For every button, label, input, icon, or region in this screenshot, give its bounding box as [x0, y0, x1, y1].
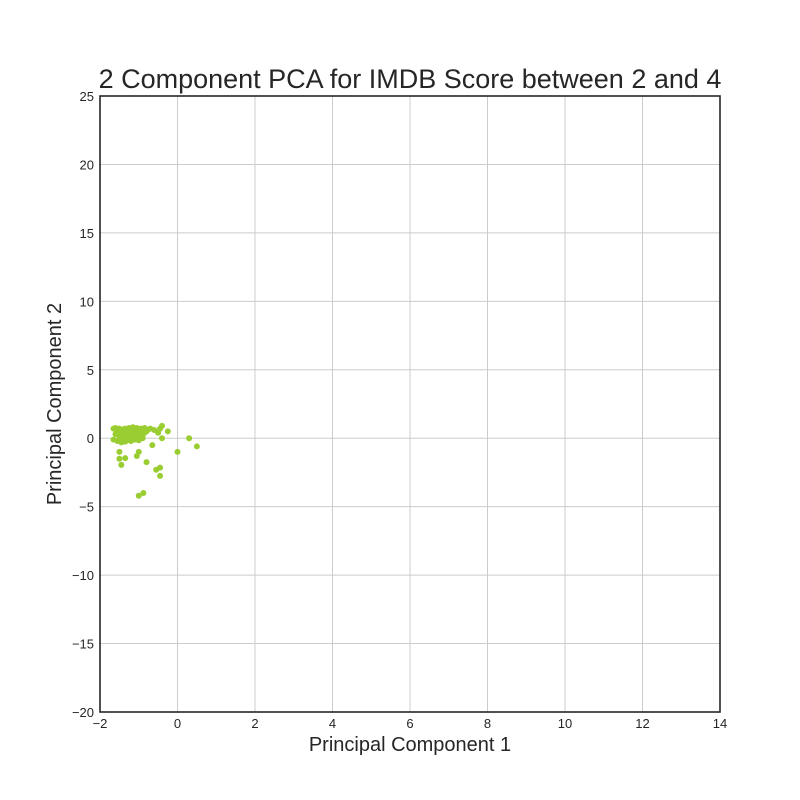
x-tick-label: 0: [174, 716, 181, 731]
data-point: [135, 448, 142, 455]
chart-title: 2 Component PCA for IMDB Score between 2…: [99, 64, 722, 94]
data-point: [135, 492, 142, 499]
data-point: [149, 442, 156, 449]
y-tick-label: −20: [72, 705, 94, 720]
x-tick-label: 4: [329, 716, 336, 731]
data-points: [110, 422, 200, 499]
data-point: [139, 435, 146, 442]
x-tick-label: −2: [93, 716, 108, 731]
grid: [99, 95, 721, 713]
data-point: [116, 448, 123, 455]
data-point: [159, 422, 165, 429]
plot-frame: [99, 95, 721, 713]
data-point: [193, 443, 200, 450]
x-tick-label: 6: [406, 716, 413, 731]
data-point: [141, 429, 148, 436]
data-point: [159, 435, 165, 442]
data-point: [118, 461, 125, 468]
y-tick-label: 20: [80, 157, 94, 172]
y-tick-label: −10: [72, 568, 94, 583]
y-tick-label: 10: [80, 294, 94, 309]
y-tick-label: −15: [72, 637, 94, 652]
y-axis-label: Principal Component 2: [44, 303, 66, 505]
data-point: [186, 435, 193, 442]
y-axis-ticks: −20 −15 −10 −5 0 5 10 15 20 25: [72, 89, 94, 720]
x-axis-label: Principal Component 1: [309, 734, 511, 756]
y-tick-label: 0: [87, 431, 94, 446]
data-point: [157, 464, 164, 471]
data-point: [122, 455, 129, 462]
x-axis-ticks: −2 0 2 4 6 8 10 12 14: [93, 716, 728, 731]
x-tick-label: 2: [251, 716, 258, 731]
data-point: [174, 448, 181, 455]
y-tick-label: 5: [87, 363, 94, 378]
data-point: [164, 428, 171, 435]
x-tick-label: 10: [558, 716, 572, 731]
y-tick-label: 25: [80, 89, 94, 104]
y-tick-label: −5: [79, 500, 94, 515]
x-tick-label: 12: [635, 716, 649, 731]
data-point: [140, 489, 147, 496]
data-point: [157, 472, 164, 479]
x-tick-label: 14: [713, 716, 727, 731]
data-point: [116, 455, 123, 462]
x-tick-label: 8: [484, 716, 491, 731]
data-point: [143, 459, 150, 466]
y-tick-label: 15: [80, 226, 94, 241]
